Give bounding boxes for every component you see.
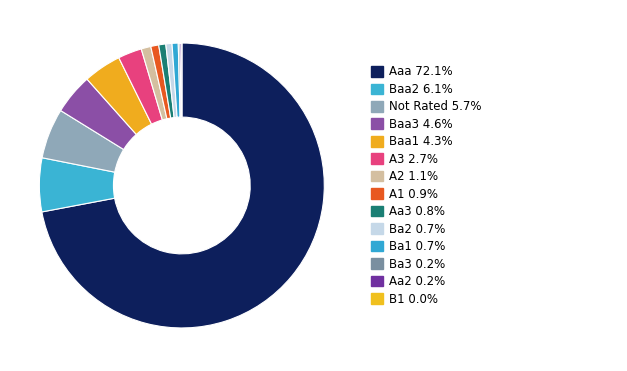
Wedge shape: [119, 49, 162, 124]
Legend: Aaa 72.1%, Baa2 6.1%, Not Rated 5.7%, Baa3 4.6%, Baa1 4.3%, A3 2.7%, A2 1.1%, A1: Aaa 72.1%, Baa2 6.1%, Not Rated 5.7%, Ba…: [371, 65, 481, 306]
Wedge shape: [178, 43, 181, 117]
Wedge shape: [150, 45, 171, 119]
Wedge shape: [40, 158, 115, 212]
Wedge shape: [61, 79, 136, 150]
Wedge shape: [42, 43, 324, 328]
Wedge shape: [141, 46, 167, 120]
Wedge shape: [42, 111, 124, 172]
Wedge shape: [87, 58, 152, 134]
Wedge shape: [166, 43, 177, 118]
Wedge shape: [172, 43, 180, 117]
Wedge shape: [159, 44, 174, 118]
Wedge shape: [180, 43, 182, 117]
